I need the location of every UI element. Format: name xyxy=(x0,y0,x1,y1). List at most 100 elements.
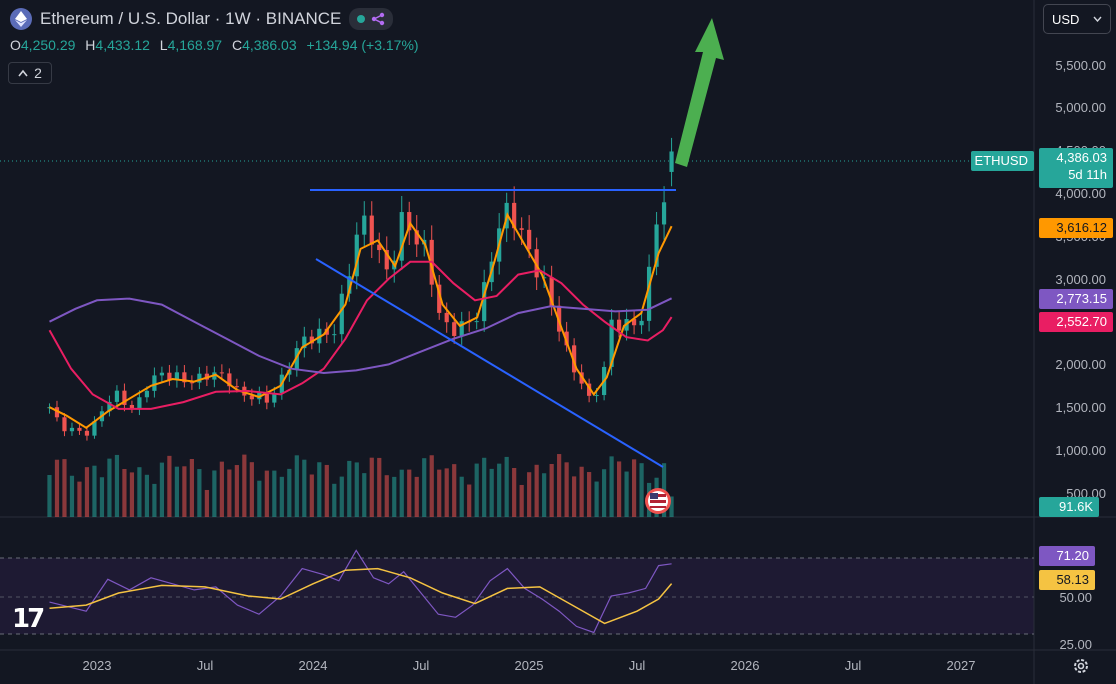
flag-icon[interactable] xyxy=(645,488,671,514)
volume-bar xyxy=(429,455,434,517)
volume-bars xyxy=(47,454,674,517)
price-tick-label: 1,000.00 xyxy=(1055,443,1106,458)
candle xyxy=(452,322,457,336)
volume-bar xyxy=(54,459,60,517)
volume-bar xyxy=(92,465,97,517)
currency-select[interactable]: USD xyxy=(1043,4,1111,34)
volume-bar xyxy=(482,457,487,517)
share-icon xyxy=(372,12,385,26)
candle xyxy=(129,404,135,409)
candle xyxy=(377,244,382,251)
time-tick-label: 2024 xyxy=(299,658,328,673)
volume-bar xyxy=(354,462,359,517)
candle xyxy=(197,373,202,383)
volume-bar xyxy=(414,476,419,517)
ema-mid-label[interactable]: 2,552.70 xyxy=(1039,312,1113,332)
volume-label[interactable]: 91.6K xyxy=(1039,497,1099,517)
tradingview-logo[interactable]: 17 xyxy=(12,604,45,634)
candle xyxy=(234,386,239,388)
candle xyxy=(519,228,524,230)
candle xyxy=(272,393,277,403)
volume-bar xyxy=(219,461,224,517)
volume-bar xyxy=(182,466,187,517)
volume-bar xyxy=(347,460,352,517)
volume-bar xyxy=(309,474,314,517)
rsi-ma-line[interactable] xyxy=(49,567,673,625)
volume-bar xyxy=(512,468,517,517)
candle xyxy=(414,230,419,245)
volume-bar xyxy=(452,464,457,517)
volume-bar xyxy=(407,469,412,517)
candle xyxy=(339,293,344,335)
volume-bar xyxy=(489,468,494,517)
symbol-title[interactable]: Ethereum / U.S. Dollar · 1W · BINANCE xyxy=(40,9,342,28)
time-tick-label: Jul xyxy=(845,658,862,673)
time-tick-label: Jul xyxy=(629,658,646,673)
candle xyxy=(661,202,667,225)
indicators-toggle-button[interactable]: 2 xyxy=(8,62,52,84)
volume-bar xyxy=(474,463,479,517)
volume-bar xyxy=(519,484,524,517)
volume-bar xyxy=(152,483,157,517)
chevron-down-icon xyxy=(1093,16,1102,22)
ema-fast-label[interactable]: 3,616.12 xyxy=(1039,218,1113,238)
candle xyxy=(309,336,314,344)
volume-bar xyxy=(384,475,389,517)
moving-averages xyxy=(48,212,673,430)
symbol-tag[interactable]: ETHUSD xyxy=(971,151,1034,171)
volume-bar xyxy=(564,462,569,517)
volume-bar xyxy=(302,459,307,517)
volume-bar xyxy=(257,480,262,517)
svg-text:3,616.12: 3,616.12 xyxy=(1056,220,1107,235)
rsi-ma-label[interactable]: 58.13 xyxy=(1039,570,1095,590)
svg-text:2,773.15: 2,773.15 xyxy=(1056,291,1107,306)
volume-bar xyxy=(557,454,562,517)
volume-bar xyxy=(144,474,150,517)
candle xyxy=(407,212,412,231)
volume-bar xyxy=(594,481,599,517)
volume-bar xyxy=(624,471,629,517)
volume-bar xyxy=(294,455,299,517)
candle xyxy=(219,372,224,374)
chart-header: Ethereum / U.S. Dollar · 1W · BINANCE xyxy=(10,8,394,30)
candle xyxy=(616,319,622,331)
market-status[interactable] xyxy=(349,8,394,30)
breakout-arrow[interactable] xyxy=(675,18,724,167)
volume-bar xyxy=(377,457,382,517)
candle xyxy=(167,372,172,380)
price-change: +134.94 (+3.17%) xyxy=(306,37,419,53)
candle xyxy=(564,331,569,346)
ema-mid-line[interactable] xyxy=(48,260,673,410)
candle xyxy=(587,383,592,396)
candle xyxy=(54,407,60,418)
candle xyxy=(249,395,254,400)
market-open-icon xyxy=(357,15,366,23)
volume-bar xyxy=(272,470,277,517)
settings-gear-icon[interactable] xyxy=(1070,655,1092,677)
svg-text:91.6K: 91.6K xyxy=(1059,499,1093,514)
price-tick-label: 4,000.00 xyxy=(1055,186,1106,201)
volume-bar xyxy=(467,484,472,517)
ema-slow-label[interactable]: 2,773.15 xyxy=(1039,289,1113,309)
price-tick-label: 2,000.00 xyxy=(1055,357,1106,372)
volume-bar xyxy=(631,459,637,517)
volume-bar xyxy=(639,463,644,517)
time-tick-label: 2025 xyxy=(515,658,544,673)
candle xyxy=(444,312,449,323)
candle xyxy=(482,282,487,322)
last-price-label[interactable]: 4,386.03 5d 11h xyxy=(1039,148,1113,188)
volume-bar xyxy=(609,456,614,517)
ema-slow-line[interactable] xyxy=(49,297,673,375)
ema-fast-line[interactable] xyxy=(49,212,673,430)
candle xyxy=(609,319,614,367)
volume-bar xyxy=(369,457,374,517)
volume-bar xyxy=(497,463,502,517)
svg-text:58.13: 58.13 xyxy=(1056,572,1089,587)
rsi-label[interactable]: 71.20 xyxy=(1039,546,1095,566)
price-tick-label: 5,000.00 xyxy=(1055,100,1106,115)
volume-bar xyxy=(242,454,247,517)
candle xyxy=(69,427,75,432)
volume-bar xyxy=(602,469,607,517)
descending-trendline[interactable] xyxy=(315,258,664,468)
